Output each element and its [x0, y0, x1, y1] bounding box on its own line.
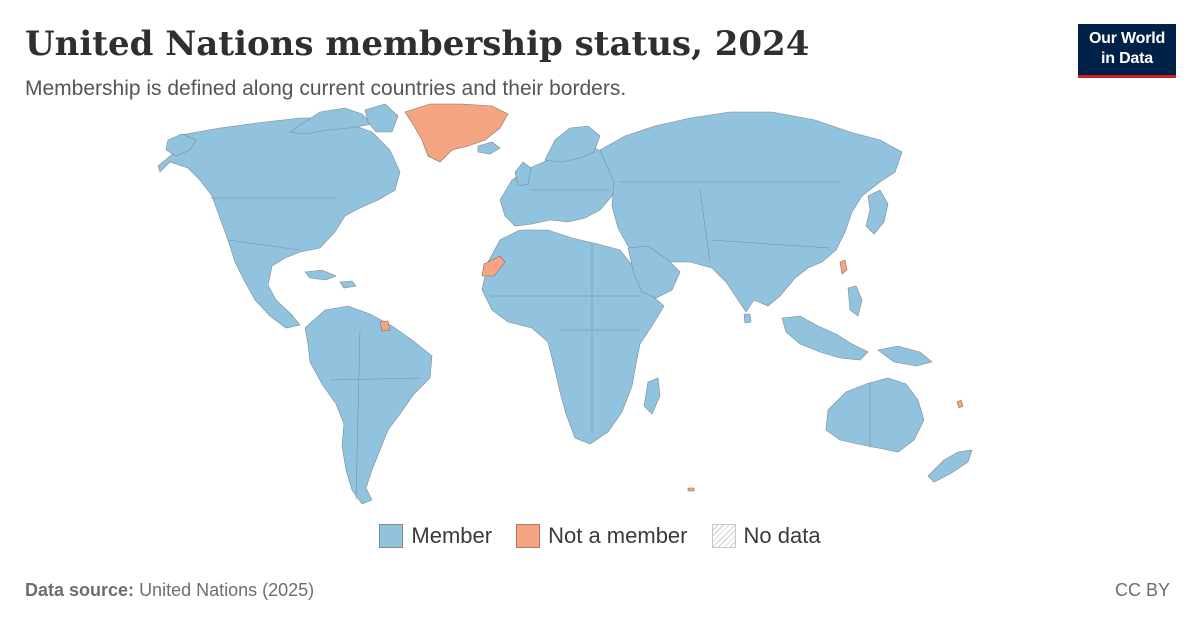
owid-logo[interactable]: Our World in Data	[1078, 24, 1176, 78]
region-japan[interactable]	[866, 190, 888, 234]
legend-item-no-data[interactable]: No data	[712, 523, 821, 549]
license-label[interactable]: CC BY	[1115, 580, 1170, 601]
region-taiwan[interactable]	[840, 260, 847, 274]
region-australia[interactable]	[826, 378, 924, 452]
region-south-america[interactable]	[305, 306, 432, 504]
region-madagascar[interactable]	[644, 378, 660, 414]
data-source: Data source: United Nations (2025)	[25, 580, 314, 601]
region-french-southern[interactable]	[688, 488, 694, 491]
region-sri-lanka[interactable]	[744, 314, 751, 323]
region-uk[interactable]	[515, 162, 531, 186]
legend-item-member[interactable]: Member	[379, 523, 492, 549]
region-cook-islands[interactable]	[957, 400, 963, 408]
region-greenland[interactable]	[405, 104, 508, 162]
data-source-link[interactable]: United Nations (2025)	[139, 580, 314, 600]
legend-item-not-member[interactable]: Not a member	[516, 523, 687, 549]
region-baffin-island[interactable]	[365, 104, 398, 132]
legend-label-no-data: No data	[744, 523, 821, 549]
legend-label-not-member: Not a member	[548, 523, 687, 549]
world-map[interactable]	[0, 95, 1200, 520]
region-caribbean-cuba[interactable]	[305, 270, 336, 280]
logo-line-2: in Data	[1078, 49, 1176, 69]
page-title: United Nations membership status, 2024	[25, 22, 809, 66]
region-iceland[interactable]	[478, 142, 500, 154]
logo-line-1: Our World	[1078, 29, 1176, 49]
region-new-zealand[interactable]	[928, 450, 972, 482]
region-north-america[interactable]	[158, 118, 400, 328]
legend-swatch-member	[379, 524, 403, 548]
region-new-guinea[interactable]	[878, 346, 932, 366]
data-source-label: Data source:	[25, 580, 134, 600]
region-philippines[interactable]	[848, 286, 862, 316]
region-caribbean-hispaniola[interactable]	[340, 281, 356, 288]
legend-swatch-no-data	[712, 524, 736, 548]
legend-swatch-not-member	[516, 524, 540, 548]
legend-label-member: Member	[411, 523, 492, 549]
region-southeast-asia-islands[interactable]	[782, 316, 868, 360]
map-legend: Member Not a member No data	[0, 521, 1200, 551]
region-french-guiana[interactable]	[380, 321, 390, 331]
